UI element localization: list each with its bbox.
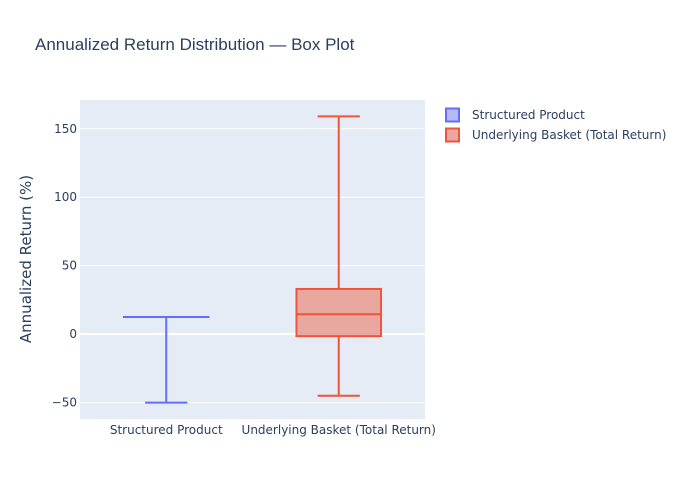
y-axis-ticks: −50 0 50 100 150 — [52, 122, 77, 410]
x-axis-ticks: Structured Product Underlying Basket (Tot… — [110, 423, 436, 437]
box-trace — [122, 316, 210, 404]
legend-label: Structured Product — [472, 108, 585, 122]
legend-item[interactable]: Underlying Basket (Total Return) — [445, 127, 666, 143]
x-tick-label: Structured Product — [110, 423, 223, 437]
plot-area — [80, 100, 425, 419]
box-body — [295, 287, 383, 338]
y-tick-label: −50 — [52, 396, 77, 410]
legend[interactable]: Structured Product Underlying Basket (Tot… — [445, 107, 666, 143]
y-tick-label: 0 — [69, 327, 77, 341]
y-tick-label: 150 — [54, 122, 77, 136]
y-tick-label: 50 — [62, 259, 77, 273]
y-axis-title: Annualized Return (%) — [17, 175, 35, 343]
legend-swatch — [445, 127, 460, 143]
box-series — [122, 115, 383, 404]
legend-label: Underlying Basket (Total Return) — [472, 128, 666, 142]
y-tick-label: 100 — [54, 190, 77, 204]
box-trace — [295, 115, 383, 397]
legend-swatch — [445, 107, 460, 123]
chart-title: Annualized Return Distribution — Box Plo… — [35, 35, 355, 54]
legend-item[interactable]: Structured Product — [445, 107, 585, 123]
x-tick-label: Underlying Basket (Total Return) — [242, 423, 436, 437]
